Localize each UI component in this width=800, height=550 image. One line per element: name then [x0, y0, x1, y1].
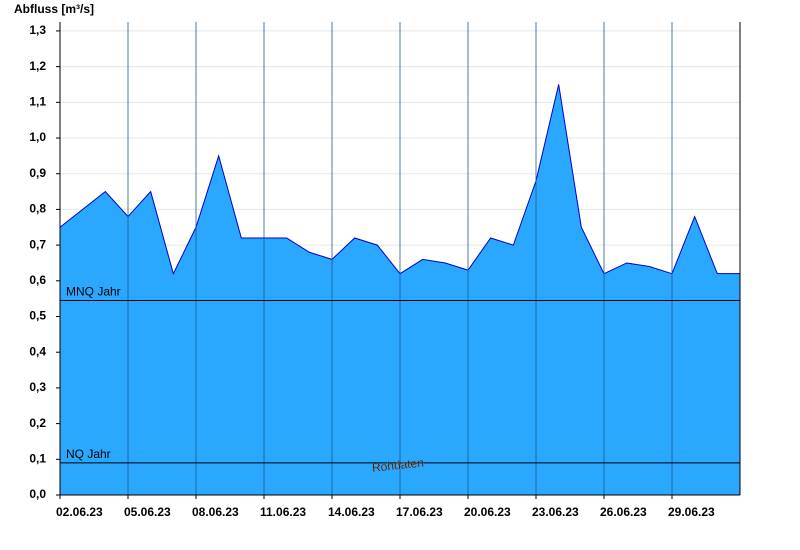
y-axis-label: Abfluss [m³/s] [14, 2, 94, 16]
y-tick-label: 0,4 [29, 344, 46, 358]
y-tick-label: 0,7 [29, 237, 46, 251]
y-tick-label: 0,0 [29, 487, 46, 501]
reference-label: NQ Jahr [66, 447, 111, 461]
x-tick-label: 29.06.23 [668, 505, 715, 519]
x-tick-label: 17.06.23 [396, 505, 443, 519]
x-tick-label: 26.06.23 [600, 505, 647, 519]
y-tick-label: 0,9 [29, 166, 46, 180]
y-tick-label: 1,1 [29, 94, 46, 108]
y-tick-label: 0,6 [29, 273, 46, 287]
y-tick-label: 0,5 [29, 309, 46, 323]
watermark: Rohdaten [371, 455, 424, 474]
y-tick-label: 1,0 [29, 130, 46, 144]
y-tick-label: 0,3 [29, 380, 46, 394]
y-tick-label: 0,8 [29, 202, 46, 216]
y-tick-label: 1,3 [29, 23, 46, 37]
x-tick-label: 02.06.23 [56, 505, 103, 519]
reference-label: MNQ Jahr [66, 285, 121, 299]
y-tick-label: 0,1 [29, 451, 46, 465]
x-tick-label: 08.06.23 [192, 505, 239, 519]
x-tick-label: 23.06.23 [532, 505, 579, 519]
y-tick-label: 0,2 [29, 416, 46, 430]
x-tick-label: 20.06.23 [464, 505, 511, 519]
x-tick-label: 05.06.23 [124, 505, 171, 519]
x-tick-label: 11.06.23 [260, 505, 306, 519]
x-tick-label: 14.06.23 [328, 505, 375, 519]
y-tick-label: 1,2 [29, 59, 46, 73]
